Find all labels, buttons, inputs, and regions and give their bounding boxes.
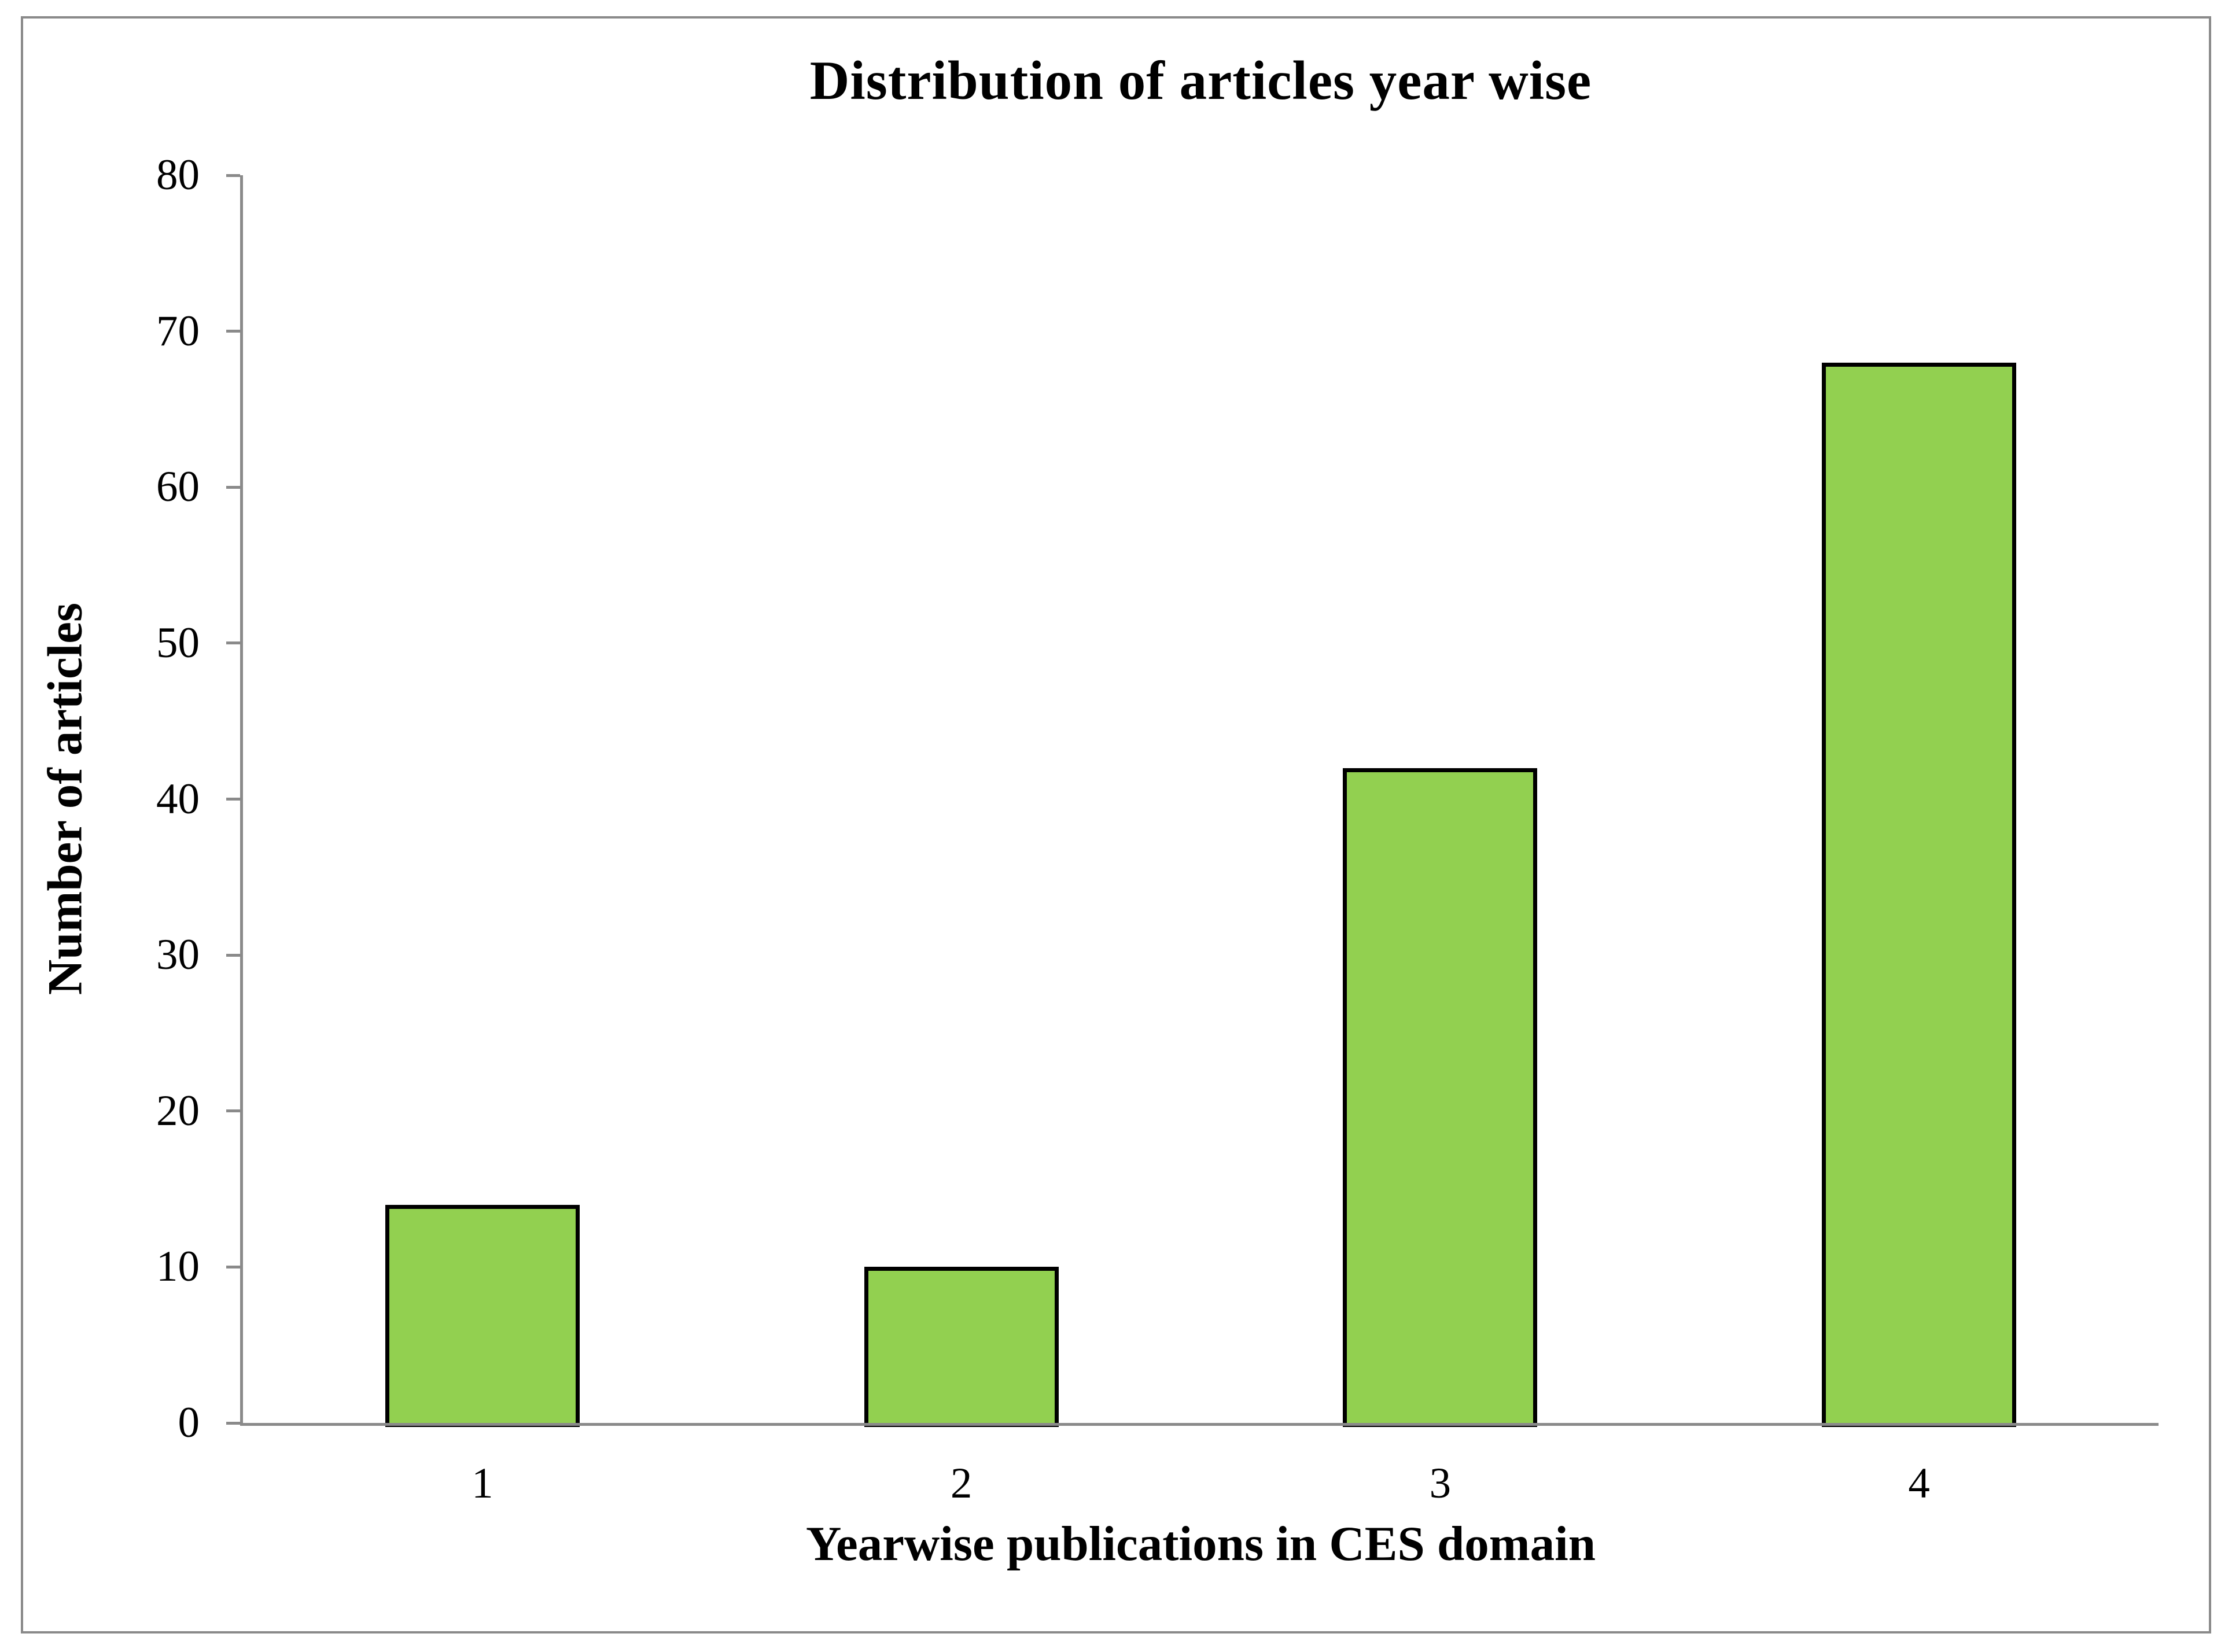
y-tick-label: 40 [156,775,200,823]
y-tick-label: 30 [156,931,200,979]
plot-area: 80 70 60 50 40 30 20 10 0 1 2 3 4 [156,151,2159,1507]
y-tick [226,174,240,177]
y-tick [226,953,240,957]
bar [385,1204,580,1427]
y-axis-line [240,175,243,1426]
x-axis-title: Yearwise publications in CES domain [806,1517,1596,1571]
chart-title: Distribution of articles year wise [809,50,1592,111]
x-category-label: 3 [1429,1459,1452,1507]
x-axis-line [240,1423,2159,1426]
bar [1343,768,1538,1427]
y-tick [226,1265,240,1269]
y-tick [226,798,240,801]
y-tick-label: 0 [178,1399,200,1447]
y-tick-label: 80 [156,151,200,199]
bar [1822,362,2017,1427]
x-category-label: 1 [472,1459,493,1507]
y-tick [226,485,240,489]
y-tick-label: 60 [156,463,200,511]
y-tick [226,330,240,333]
y-tick [226,1109,240,1113]
y-tick [226,641,240,645]
y-tick [226,1421,240,1425]
y-tick-label: 70 [156,307,200,355]
y-tick-label: 50 [156,618,200,667]
bar [864,1267,1059,1427]
x-category-label: 2 [950,1459,973,1507]
y-tick-label: 10 [156,1242,200,1291]
y-tick-label: 20 [156,1086,200,1135]
x-category-label: 4 [1908,1459,1930,1507]
